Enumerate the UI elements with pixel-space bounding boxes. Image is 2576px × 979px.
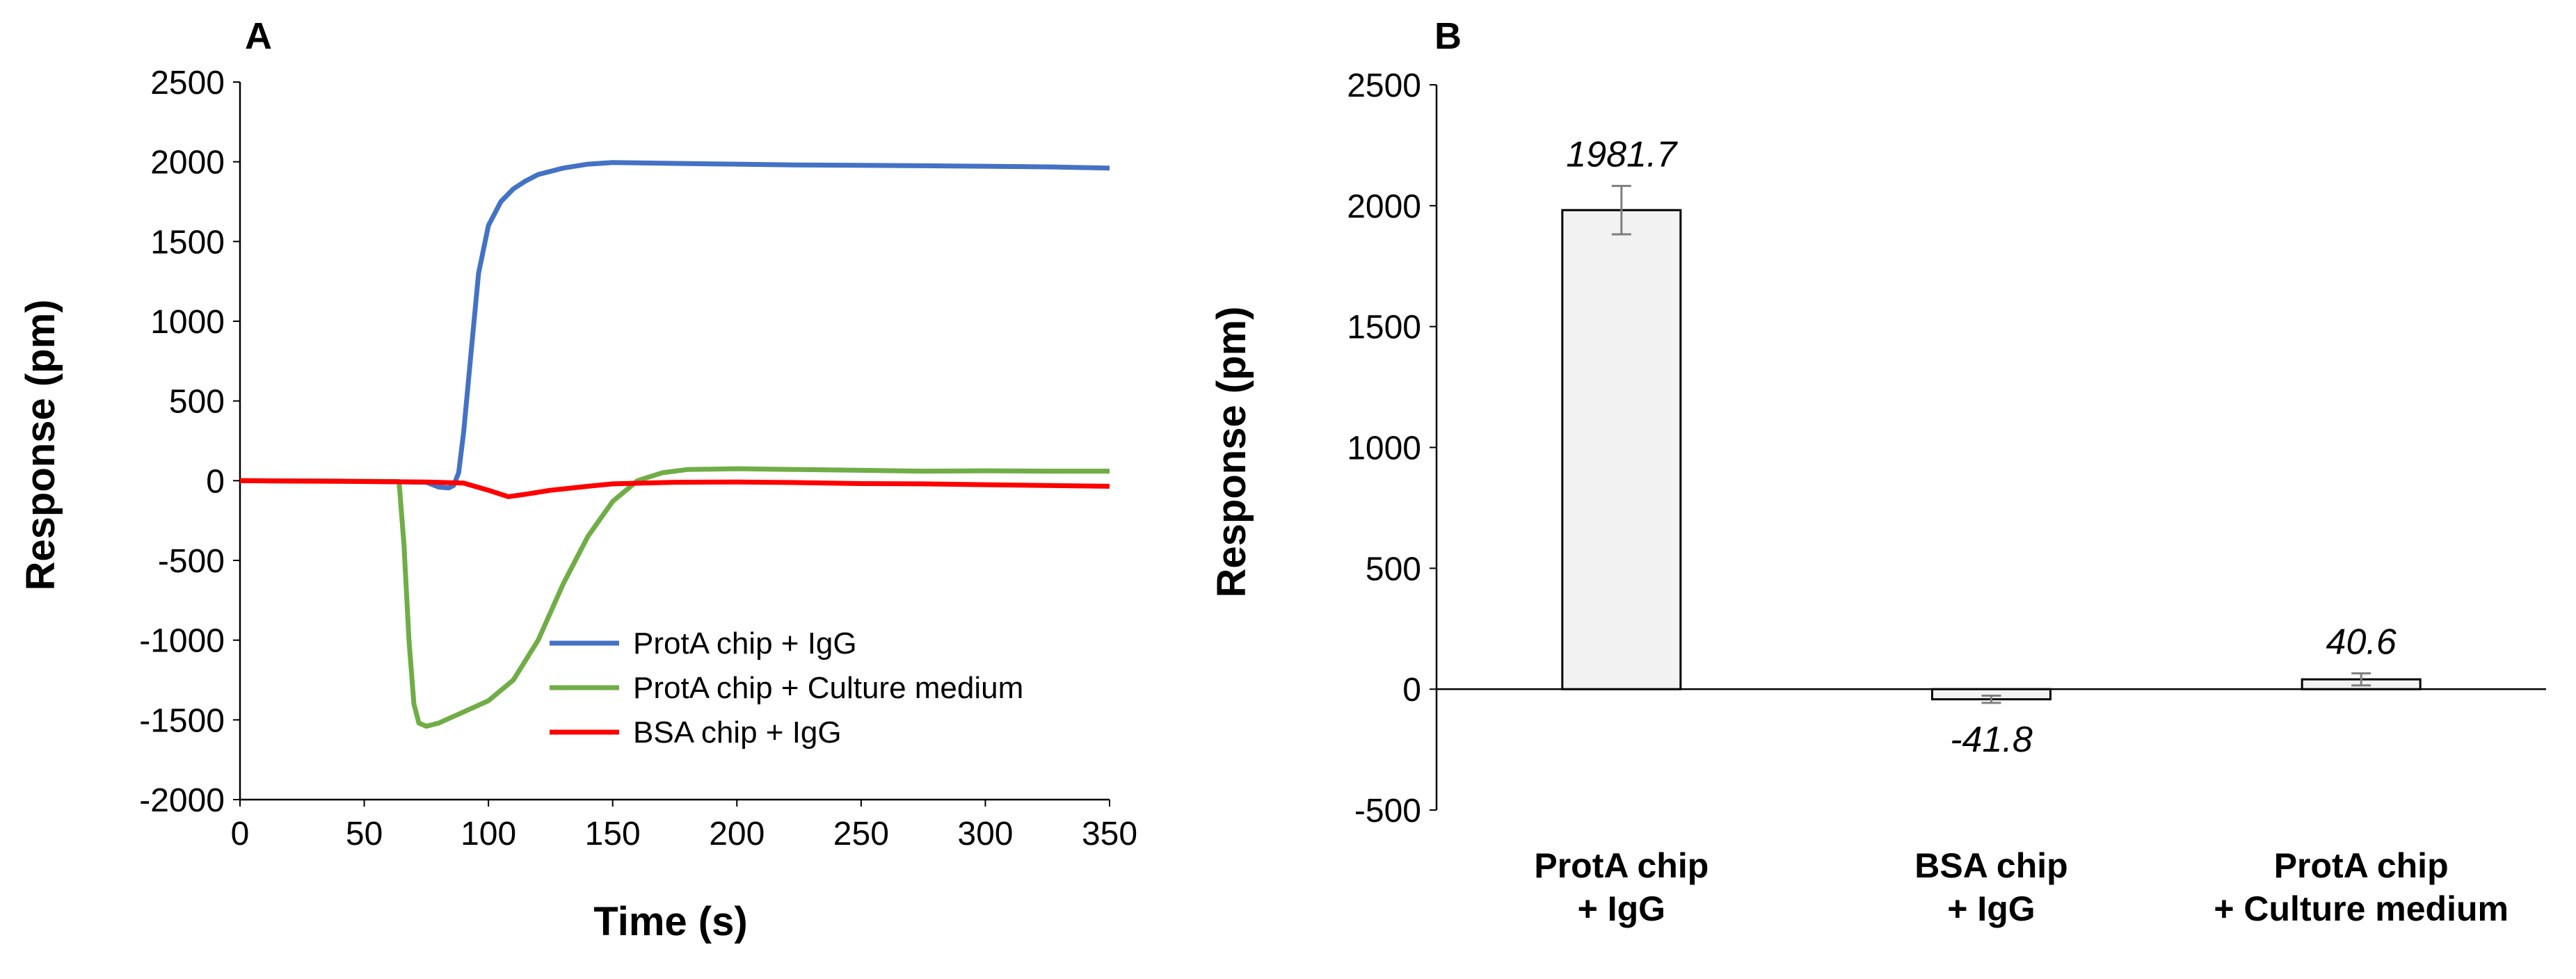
panel-a-line-chart: A 25002000150010005000-500-1000-1500-200… (18, 15, 1137, 944)
panel-b-bars (1561, 209, 2422, 701)
bar-value-label: -41.8 (1950, 720, 2033, 760)
panel-a-x-tick: 0 (231, 816, 250, 852)
panel-a-x-tick-labels: 0 50 100 150 200 250 300 350 (231, 816, 1137, 852)
legend-label: BSA chip + IgG (633, 715, 842, 750)
panel-a-y-tick: -1000 (139, 623, 225, 660)
panel-a-y-tick: 0 (206, 463, 225, 500)
series-line-bsa-chip-igg (239, 478, 1110, 499)
panel-a-legend: ProtA chip + IgG ProtA chip + Culture med… (550, 626, 1023, 750)
category-label: ProtA chip (1534, 846, 1709, 885)
category-label: + Culture medium (2214, 889, 2509, 928)
series-line-prota-chip-igg (239, 160, 1110, 491)
bar-value-label: 1981.7 (1566, 134, 1678, 175)
panel-b-error-bars (1611, 184, 2371, 704)
panel-a-y-tick-labels: 2500 2000 1500 1000 500 0 -500 -1000 -1500 -2000 (139, 65, 225, 819)
series-line-prota-chip-culture-medium (239, 466, 1110, 729)
panel-a-label: A (245, 15, 272, 57)
panel-a-y-tick: 2500 (150, 65, 225, 102)
bar (1561, 209, 1682, 690)
panel-a-x-axis-title: Time (s) (593, 899, 747, 944)
panel-a-y-tick: 1000 (150, 304, 225, 341)
panel-a-axes (233, 81, 1110, 807)
category-label: BSA chip (1914, 846, 2067, 885)
panel-b-y-tick: 0 (1402, 672, 1421, 709)
panel-b-y-tick-labels: 2500 2000 1500 1000 500 0 -500 (1347, 67, 1421, 830)
category-label: ProtA chip (2274, 846, 2449, 885)
panel-a-x-tick: 250 (833, 816, 889, 852)
panel-b-y-tick: 2500 (1347, 67, 1421, 104)
category-label: + IgG (1947, 889, 2035, 928)
panel-b-label: B (1434, 15, 1462, 57)
panel-a-x-tick: 150 (585, 816, 641, 852)
panel-b-y-axis-title: Response (pm) (1209, 307, 1254, 598)
panel-a-x-tick: 100 (461, 816, 516, 852)
panel-a-y-axis-title: Response (pm) (18, 300, 63, 591)
panel-b-value-labels: 1981.7 -41.8 40.6 (1566, 134, 2397, 759)
panel-b-y-tick: 500 (1366, 551, 1421, 588)
panel-b-y-tick: 1500 (1347, 309, 1421, 346)
panel-a-x-tick: 50 (346, 816, 383, 852)
category-label: + IgG (1578, 889, 1665, 928)
panel-b-y-tick: -500 (1354, 793, 1421, 830)
panel-b-category-labels: ProtA chip + IgG BSA chip + IgG ProtA chip + … (1534, 846, 2509, 928)
panel-a-series-lines (239, 160, 1110, 729)
panel-a-y-tick: 2000 (150, 145, 225, 181)
bar-value-label: 40.6 (2326, 622, 2397, 662)
panel-a-y-tick: 1500 (150, 224, 225, 261)
panel-a-x-tick: 200 (709, 816, 765, 852)
panel-a-x-tick: 300 (957, 816, 1013, 852)
panel-a-y-tick: 500 (169, 384, 225, 421)
panel-b-bar-chart: B 2500 2000 1500 1000 500 0 -500 1981.7 -41.8 40… (1209, 15, 2546, 928)
panel-a-y-tick: -500 (158, 543, 225, 580)
panel-a-y-tick: -2000 (139, 782, 225, 819)
panel-b-y-tick: 2000 (1347, 188, 1421, 225)
panel-a-x-tick: 350 (1082, 816, 1137, 852)
panel-a-y-tick: -1500 (139, 702, 225, 739)
legend-label: ProtA chip + Culture medium (633, 671, 1023, 705)
legend-label: ProtA chip + IgG (633, 626, 857, 661)
panel-b-y-tick: 1000 (1347, 430, 1421, 467)
